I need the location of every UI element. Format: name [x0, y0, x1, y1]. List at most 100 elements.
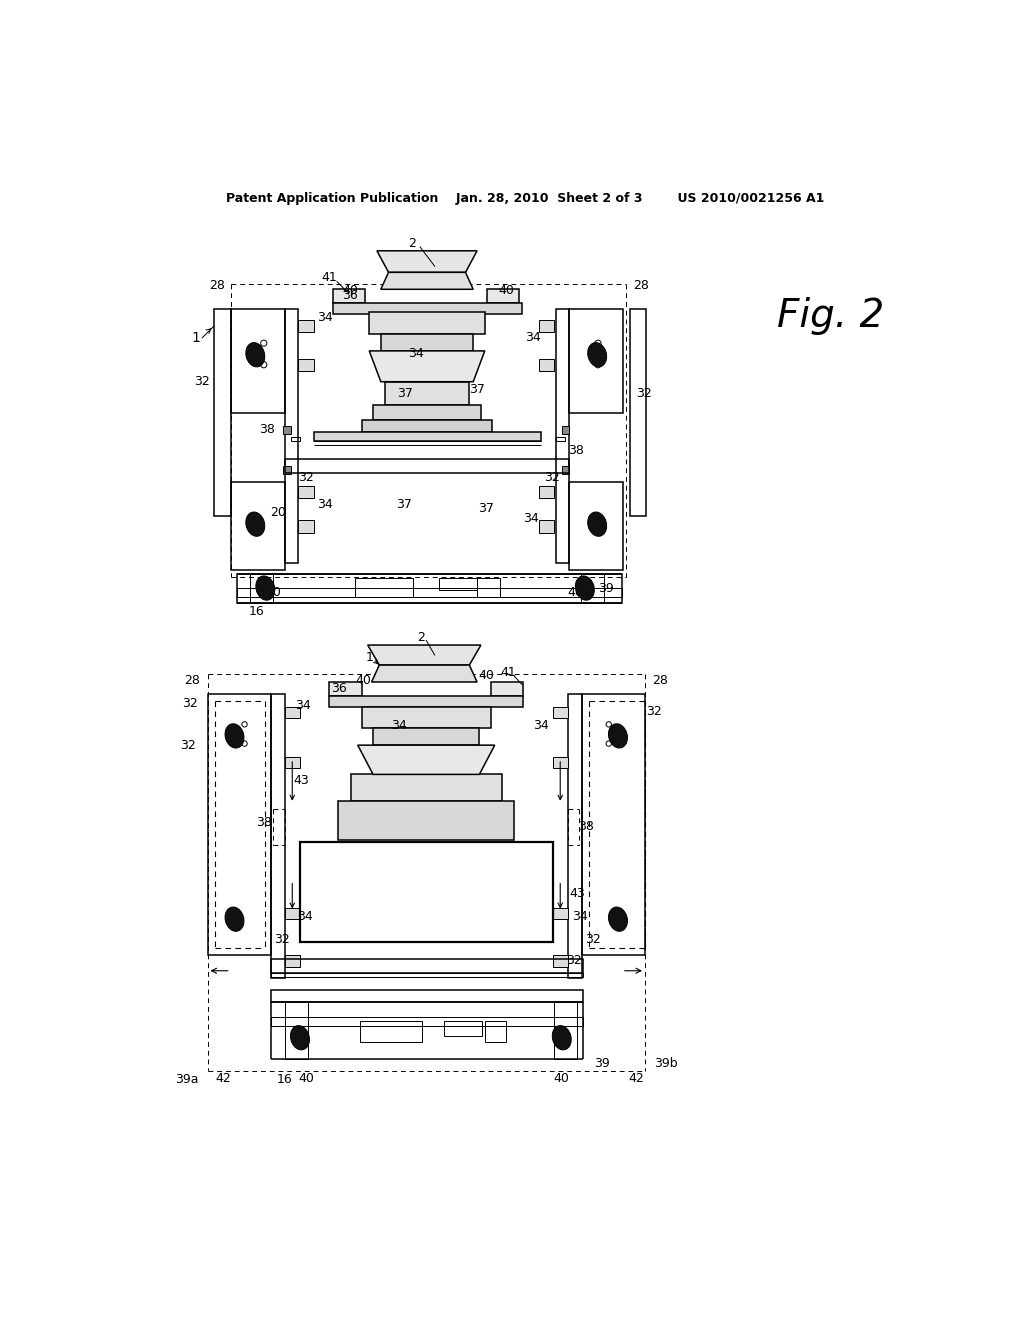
Bar — [562, 426, 569, 434]
Bar — [285, 309, 298, 562]
Text: 34: 34 — [523, 512, 539, 525]
Ellipse shape — [225, 723, 244, 748]
Polygon shape — [357, 744, 495, 775]
Text: 16: 16 — [276, 1073, 293, 1086]
Bar — [581, 574, 604, 603]
Bar — [330, 696, 523, 708]
Bar — [298, 359, 313, 371]
Text: 40: 40 — [342, 284, 358, 297]
Text: 1: 1 — [366, 651, 373, 664]
Bar — [569, 482, 624, 570]
Text: 20: 20 — [270, 506, 287, 519]
Bar — [285, 706, 300, 718]
Bar — [333, 304, 521, 314]
Text: 37: 37 — [469, 383, 485, 396]
Bar — [298, 520, 313, 533]
Text: 38: 38 — [259, 422, 275, 436]
Text: 40: 40 — [554, 1072, 569, 1085]
Text: 36: 36 — [342, 289, 357, 302]
Text: 34: 34 — [317, 499, 333, 511]
Bar — [300, 842, 553, 942]
Bar — [556, 437, 565, 441]
Bar — [630, 309, 646, 516]
Text: 37: 37 — [396, 499, 412, 511]
Bar — [438, 578, 477, 590]
Text: 42: 42 — [629, 1072, 644, 1085]
Ellipse shape — [291, 1026, 309, 1049]
Bar — [490, 682, 523, 696]
Bar — [539, 520, 554, 533]
Bar — [360, 1020, 422, 1043]
Bar — [237, 574, 622, 603]
Bar — [283, 466, 291, 474]
Bar — [339, 801, 514, 840]
Text: 32: 32 — [195, 375, 210, 388]
Ellipse shape — [588, 512, 606, 536]
Bar — [477, 578, 500, 598]
Bar — [373, 729, 479, 744]
Text: 34: 34 — [295, 698, 311, 711]
Text: Fig. 2: Fig. 2 — [777, 297, 885, 335]
Text: 38: 38 — [578, 820, 594, 833]
Text: 43: 43 — [294, 774, 309, 787]
Bar — [250, 574, 273, 603]
Bar — [373, 405, 481, 420]
Text: 39a: 39a — [175, 1073, 199, 1086]
Bar — [553, 756, 568, 768]
Text: 32: 32 — [298, 471, 314, 484]
Bar — [355, 578, 413, 598]
Text: 40: 40 — [567, 586, 583, 599]
Polygon shape — [377, 251, 477, 272]
Ellipse shape — [246, 343, 265, 367]
Bar — [285, 1002, 307, 1059]
Text: 32: 32 — [182, 697, 198, 710]
Bar — [270, 693, 285, 978]
Text: 34: 34 — [317, 312, 333, 325]
Bar — [298, 321, 313, 333]
Bar — [562, 466, 569, 474]
Text: 28: 28 — [184, 675, 200, 686]
Text: 41: 41 — [322, 271, 337, 284]
Bar — [361, 706, 490, 729]
Bar — [539, 359, 554, 371]
Ellipse shape — [588, 343, 606, 367]
Text: 42: 42 — [215, 1072, 230, 1085]
Text: 32: 32 — [180, 739, 196, 751]
Bar — [214, 309, 230, 516]
Bar — [283, 426, 291, 434]
Bar — [484, 1020, 506, 1043]
Bar — [230, 309, 285, 412]
Bar — [582, 693, 645, 956]
Text: 41: 41 — [500, 667, 516, 680]
Bar — [270, 1016, 584, 1026]
Text: 32: 32 — [566, 954, 582, 968]
Bar — [361, 420, 493, 432]
Text: 34: 34 — [524, 330, 541, 343]
Bar — [539, 321, 554, 333]
Bar — [208, 693, 270, 956]
Polygon shape — [370, 351, 484, 381]
Ellipse shape — [256, 576, 274, 601]
Text: 37: 37 — [397, 387, 414, 400]
Text: 32: 32 — [646, 705, 663, 718]
Bar — [553, 956, 568, 966]
Bar — [270, 990, 584, 1002]
Text: 34: 34 — [390, 719, 407, 733]
Text: 1: 1 — [191, 331, 201, 345]
Text: 39b: 39b — [654, 1056, 678, 1069]
Text: 28: 28 — [652, 675, 669, 686]
Text: 38: 38 — [568, 445, 585, 458]
Bar — [487, 289, 519, 304]
Bar — [539, 486, 554, 498]
Text: 32: 32 — [273, 933, 290, 946]
Text: 32: 32 — [636, 387, 652, 400]
Text: Patent Application Publication    Jan. 28, 2010  Sheet 2 of 3        US 2010/002: Patent Application Publication Jan. 28, … — [225, 191, 824, 205]
Bar — [554, 1002, 578, 1059]
Text: 38: 38 — [256, 816, 271, 829]
Polygon shape — [368, 645, 481, 665]
Text: 34: 34 — [408, 347, 423, 360]
Bar — [381, 334, 473, 351]
Bar — [270, 973, 584, 977]
Text: 28: 28 — [209, 279, 224, 292]
Bar — [230, 482, 285, 570]
